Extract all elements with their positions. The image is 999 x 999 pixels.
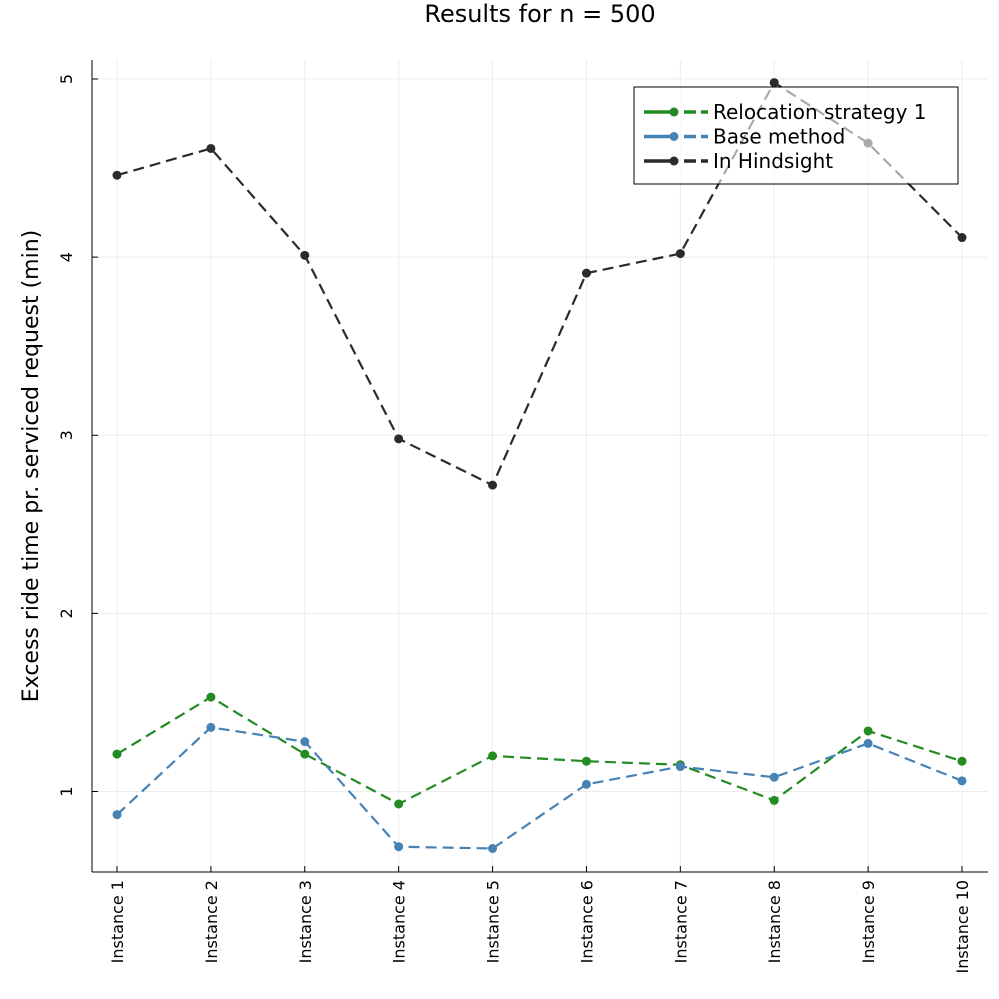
- data-point: [112, 810, 122, 820]
- data-point: [675, 762, 685, 772]
- y-tick-label: 3: [57, 430, 76, 440]
- x-tick-label: Instance 3: [296, 880, 315, 963]
- data-point: [769, 772, 779, 782]
- data-point: [769, 78, 779, 88]
- data-point: [957, 233, 967, 243]
- data-point: [675, 249, 685, 259]
- data-point: [112, 170, 122, 180]
- data-point: [488, 751, 498, 761]
- data-point: [112, 749, 122, 759]
- x-tick-label: Instance 8: [765, 880, 784, 963]
- data-point: [394, 799, 404, 809]
- axes: [91, 60, 988, 873]
- series-group: [112, 78, 967, 853]
- data-point: [863, 738, 873, 748]
- x-tick-label: Instance 5: [484, 880, 503, 963]
- x-tick-label: Instance 6: [577, 880, 596, 963]
- series-1: [112, 722, 967, 853]
- y-axis-label: Excess ride time pr. serviced request (m…: [19, 230, 44, 702]
- legend-marker: [669, 156, 679, 166]
- legend-label: Base method: [713, 125, 845, 149]
- x-tick-label: Instance 2: [202, 880, 221, 963]
- data-point: [488, 844, 498, 853]
- data-point: [206, 722, 216, 732]
- data-point: [769, 795, 779, 805]
- data-point: [206, 143, 216, 153]
- chart-title: Results for n = 500: [424, 0, 655, 28]
- data-point: [300, 250, 310, 260]
- x-tick-label: Instance 9: [859, 880, 878, 963]
- x-tick-label: Instance 4: [390, 880, 409, 963]
- data-point: [300, 737, 310, 747]
- y-tick-label: 5: [57, 74, 76, 84]
- data-point: [300, 749, 310, 759]
- data-point: [394, 842, 404, 852]
- data-point: [206, 692, 216, 702]
- data-point: [581, 268, 591, 278]
- x-tick-label: Instance 7: [671, 880, 690, 963]
- data-point: [581, 779, 591, 789]
- y-axis-ticks: 1 2 3 4 5: [57, 74, 98, 797]
- series-line: [116, 726, 963, 850]
- y-tick-label: 2: [57, 608, 76, 618]
- legend-label: Relocation strategy 1: [713, 100, 927, 124]
- grid: [92, 60, 988, 872]
- y-tick-label: 1: [57, 786, 76, 796]
- x-tick-label: Instance 1: [108, 880, 127, 963]
- data-point: [957, 756, 967, 766]
- series-line: [116, 695, 963, 806]
- y-tick-label: 4: [57, 252, 76, 262]
- x-axis-ticks: Instance 1 Instance 2 Instance 3 Instance 4…: [108, 866, 972, 974]
- legend-marker: [669, 132, 679, 141]
- series-0: [112, 692, 967, 809]
- data-point: [394, 434, 404, 444]
- legend-marker: [669, 107, 679, 117]
- data-point: [488, 480, 498, 490]
- data-point: [957, 776, 967, 786]
- x-tick-label: Instance 10: [953, 880, 972, 974]
- data-point: [581, 756, 591, 766]
- legend-label: In Hindsight: [713, 149, 833, 173]
- data-point: [863, 726, 873, 736]
